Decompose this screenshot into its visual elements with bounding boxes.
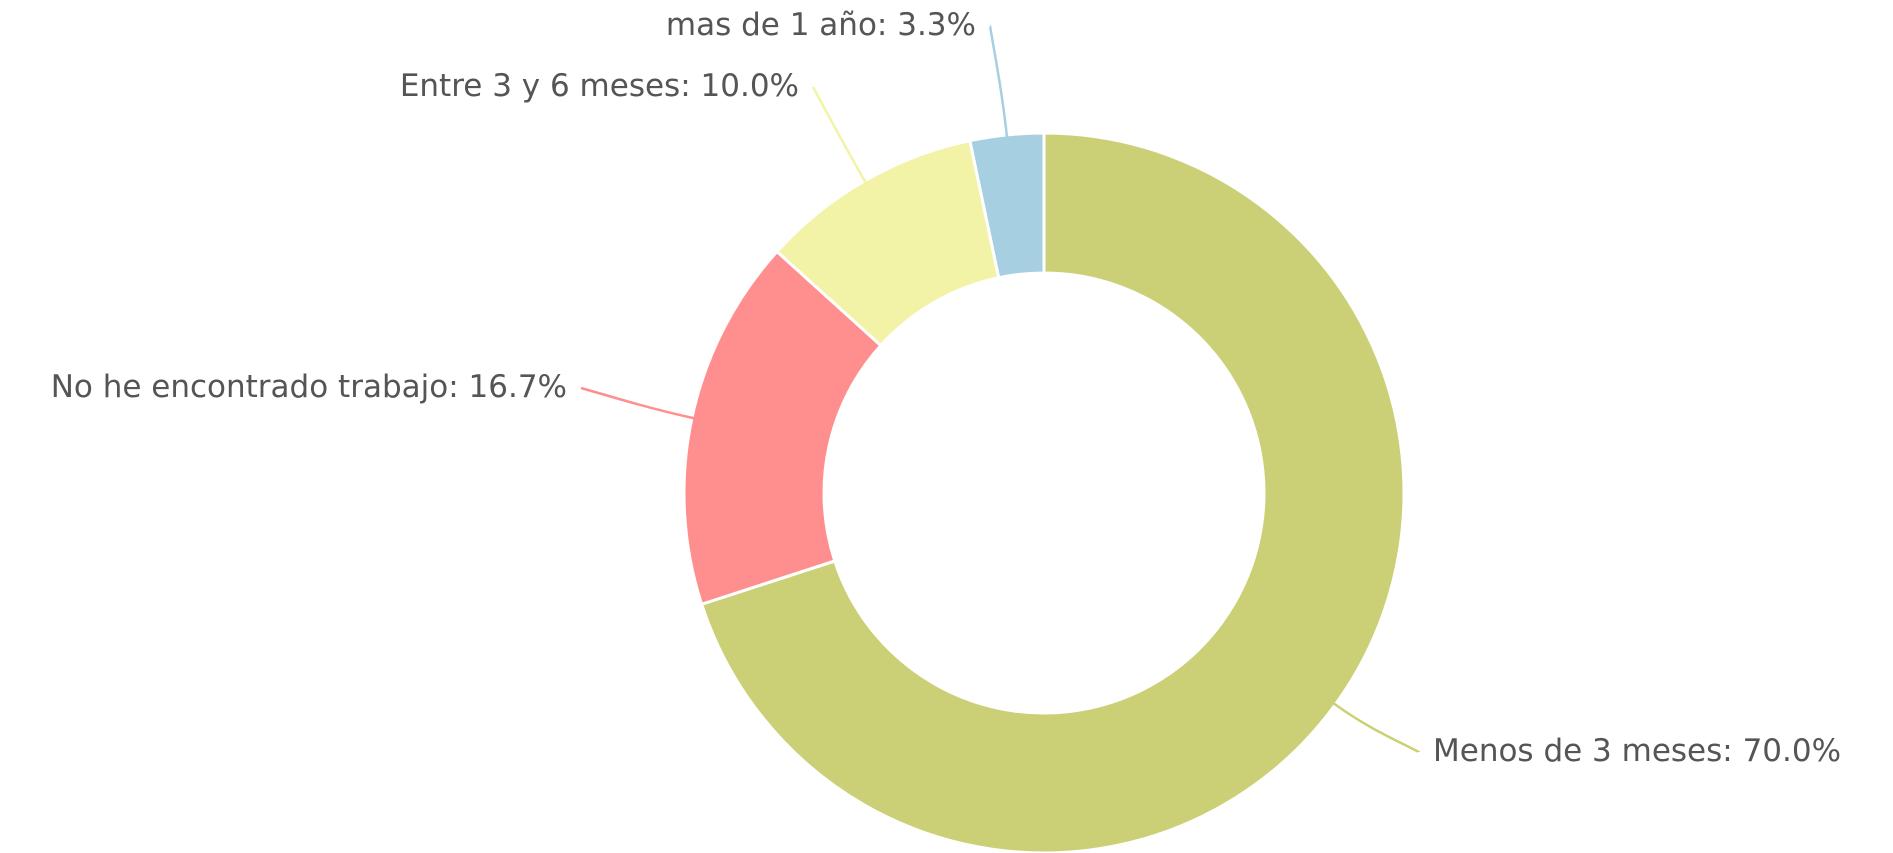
category-name: mas de 1 año [666, 7, 877, 43]
value-label: 10.0% [701, 68, 799, 104]
data-label: Menos de 3 meses: 70.0% [1433, 733, 1841, 769]
category-name: No he encontrado trabajo [51, 369, 449, 405]
data-label: No he encontrado trabajo: 16.7% [51, 369, 567, 405]
value-label: 3.3% [897, 7, 976, 43]
category-name: Entre 3 y 6 meses [400, 68, 680, 104]
connector [580, 386, 697, 420]
data-label: mas de 1 año: 3.3% [666, 7, 976, 43]
label-separator: : [448, 369, 468, 405]
donut-slice [968, 131, 1046, 280]
data-label: Entre 3 y 6 meses: 10.0% [400, 68, 799, 104]
connector [1331, 701, 1420, 754]
category-name: Menos de 3 meses [1433, 733, 1722, 769]
value-label: 16.7% [469, 369, 567, 405]
label-separator: : [680, 68, 700, 104]
connector [811, 86, 868, 185]
label-separator: : [1722, 733, 1742, 769]
donut-slice [682, 249, 883, 607]
donut-slice [699, 131, 1406, 853]
value-label: 70.0% [1743, 733, 1841, 769]
connector [988, 25, 1009, 140]
label-separator: : [877, 7, 897, 43]
